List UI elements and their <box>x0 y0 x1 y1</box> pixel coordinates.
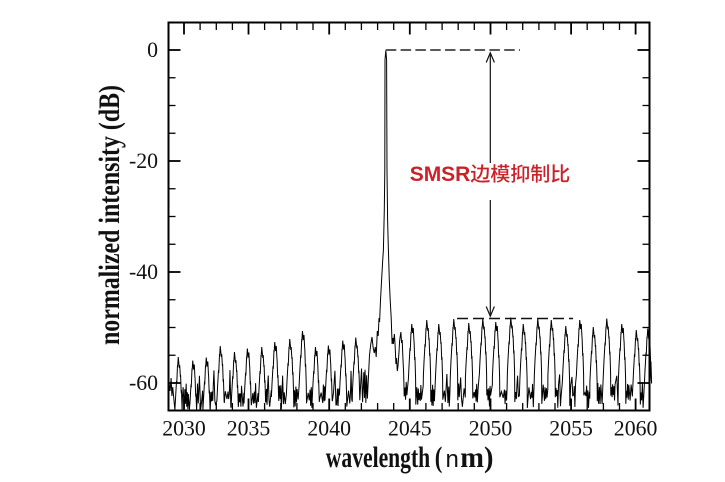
svg-text:m): m) <box>460 441 493 474</box>
svg-text:wavelength: wavelength <box>326 441 431 474</box>
svg-text:2055: 2055 <box>549 417 593 441</box>
svg-text:2035: 2035 <box>227 417 271 441</box>
svg-text:2060: 2060 <box>614 417 658 441</box>
svg-text:0: 0 <box>147 38 158 62</box>
svg-text:2045: 2045 <box>388 417 432 441</box>
svg-text:2040: 2040 <box>307 417 351 441</box>
svg-text:SMSR: SMSR <box>410 163 471 186</box>
svg-text:2030: 2030 <box>162 417 206 441</box>
svg-text:-20: -20 <box>129 149 158 173</box>
svg-text:normalized intensity (dB): normalized intensity (dB) <box>92 85 125 345</box>
svg-text:(: ( <box>435 440 443 474</box>
svg-text:-60: -60 <box>129 371 158 395</box>
svg-text:n: n <box>446 446 459 473</box>
svg-text:-40: -40 <box>129 260 158 284</box>
svg-text:2050: 2050 <box>469 417 513 441</box>
